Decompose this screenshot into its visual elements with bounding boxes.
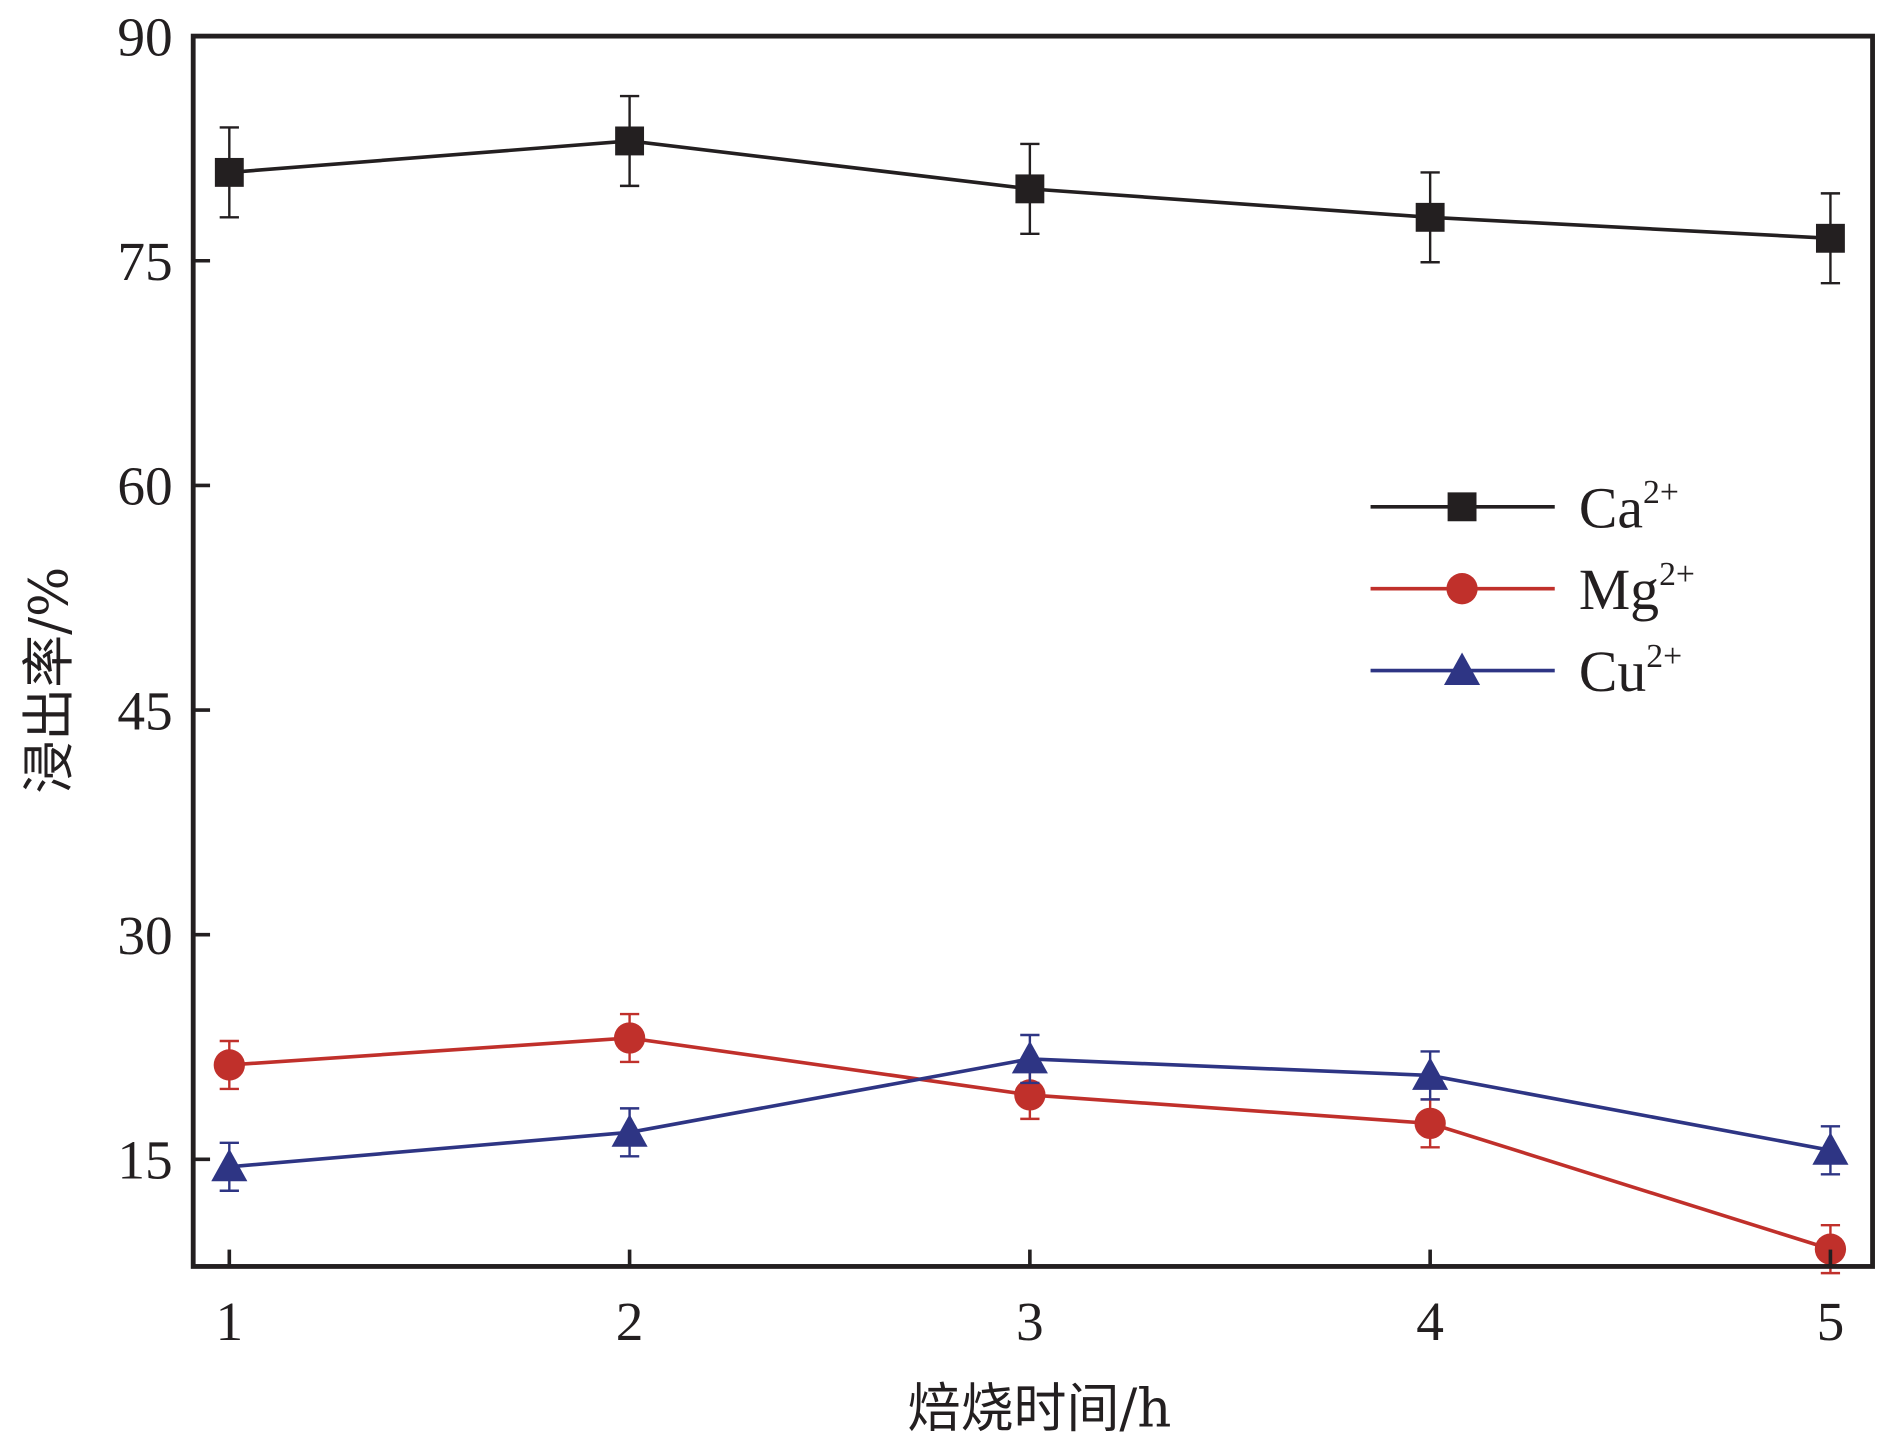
y-tick-label: 90 bbox=[117, 6, 172, 67]
data-point bbox=[1412, 1057, 1449, 1090]
data-point bbox=[1011, 1040, 1048, 1074]
y-tick-label: 15 bbox=[117, 1130, 172, 1191]
x-tick-label: 3 bbox=[1016, 1291, 1044, 1352]
data-point bbox=[1415, 202, 1445, 232]
x-tick-label: 5 bbox=[1817, 1291, 1845, 1352]
series-cu bbox=[211, 1033, 1849, 1192]
data-point bbox=[1015, 174, 1045, 204]
data-point bbox=[611, 1114, 648, 1147]
y-tick-label: 60 bbox=[117, 456, 172, 517]
legend-marker bbox=[1446, 573, 1478, 605]
data-point bbox=[211, 1148, 248, 1182]
x-tick-label: 4 bbox=[1416, 1291, 1444, 1352]
data-point bbox=[1812, 1132, 1849, 1165]
x-tick-label: 1 bbox=[215, 1291, 243, 1352]
data-point bbox=[213, 1049, 245, 1081]
data-point bbox=[1815, 223, 1845, 253]
y-axis-label: 浸出率/% bbox=[19, 567, 80, 794]
legend-label: Ca2+ bbox=[1579, 474, 1679, 540]
x-axis-label: 焙烧时间/h bbox=[908, 1379, 1172, 1440]
y-tick-label: 45 bbox=[117, 680, 172, 741]
data-point bbox=[214, 157, 244, 187]
data-point bbox=[1414, 1107, 1446, 1140]
legend-marker bbox=[1443, 652, 1481, 685]
legend-item-mg: Mg2+ bbox=[1370, 556, 1695, 622]
legend-label: Mg2+ bbox=[1579, 556, 1695, 622]
y-axis: 15 30 45 60 75 90 bbox=[117, 6, 211, 1191]
plot-area bbox=[211, 94, 1849, 1275]
y-tick-label: 30 bbox=[117, 905, 172, 966]
legend-label: Cu2+ bbox=[1579, 638, 1682, 704]
data-point bbox=[613, 1022, 646, 1054]
data-point bbox=[615, 126, 645, 156]
x-tick-label: 2 bbox=[616, 1291, 644, 1352]
series-ca bbox=[214, 94, 1845, 285]
plot-frame bbox=[190, 33, 1875, 1269]
legend: Ca2+ Mg2+ Cu2+ bbox=[1370, 474, 1695, 704]
legend-item-cu: Cu2+ bbox=[1370, 638, 1682, 704]
legend-item-ca: Ca2+ bbox=[1370, 474, 1679, 540]
data-point bbox=[1014, 1079, 1046, 1111]
series-mg bbox=[213, 1012, 1847, 1275]
x-axis: 1 2 3 4 5 bbox=[215, 1249, 1845, 1352]
legend-marker bbox=[1447, 492, 1477, 522]
y-tick-label: 75 bbox=[117, 231, 172, 292]
data-point bbox=[1814, 1233, 1847, 1265]
